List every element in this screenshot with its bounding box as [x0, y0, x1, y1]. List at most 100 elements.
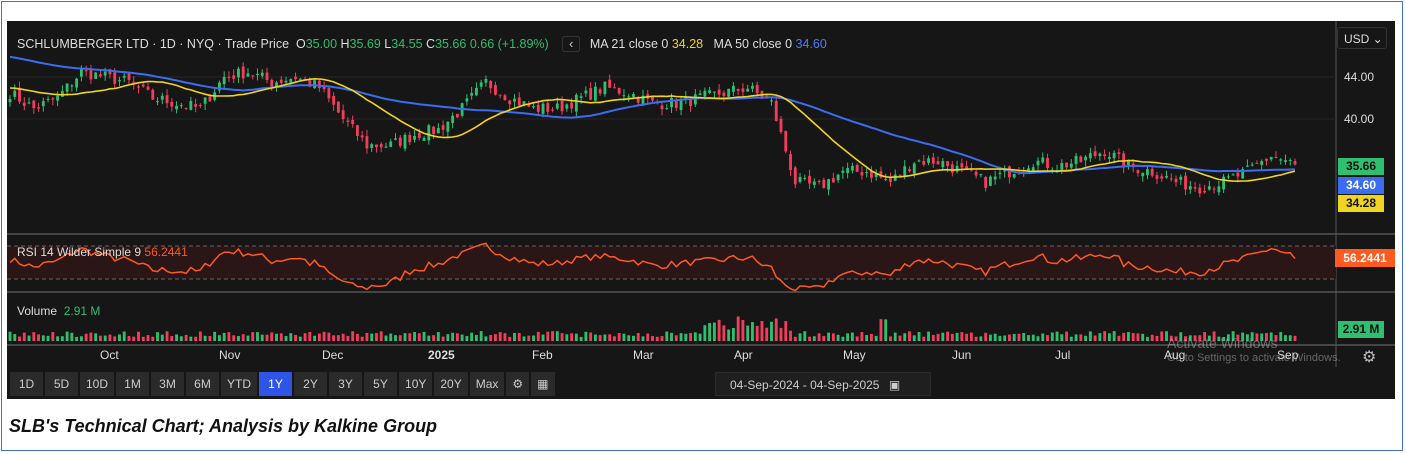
- volume-bar: [922, 336, 926, 341]
- candle-up: [1088, 153, 1092, 159]
- candle-down: [494, 85, 497, 95]
- range-button-6m[interactable]: 6M: [186, 372, 220, 396]
- volume-bar: [603, 334, 607, 341]
- candle-up: [1069, 163, 1073, 168]
- volume-bar: [1250, 332, 1254, 341]
- chart-settings-icon[interactable]: ⚙: [506, 372, 530, 396]
- range-button-2y[interactable]: 2Y: [294, 372, 328, 396]
- volume-bar: [356, 333, 359, 341]
- calendar-icon: ▣: [888, 378, 901, 392]
- volume-bar: [1003, 335, 1007, 341]
- volume-bar: [22, 332, 26, 341]
- candle-down: [1155, 175, 1159, 179]
- range-button-5y[interactable]: 5Y: [364, 372, 398, 396]
- volume-bar: [798, 333, 802, 341]
- watermark-text: Go to Settings to activate Windows.: [1167, 352, 1341, 364]
- volume-bar: [341, 333, 345, 341]
- candle-up: [846, 168, 850, 174]
- volume-bar: [617, 333, 621, 341]
- range-button-1m[interactable]: 1M: [116, 372, 150, 396]
- volume-bar: [99, 335, 102, 341]
- volume-bar: [203, 335, 207, 341]
- volume-bar: [746, 325, 750, 341]
- range-button-10d[interactable]: 10D: [80, 372, 115, 396]
- candle-down: [108, 69, 112, 75]
- candle-down: [194, 104, 198, 107]
- candle-up: [94, 72, 98, 79]
- candle-up: [175, 105, 178, 110]
- volume-bar: [179, 336, 183, 341]
- volume-bar: [279, 333, 283, 341]
- candle-down: [408, 134, 412, 143]
- volume-bar: [579, 336, 583, 341]
- volume-bar: [89, 332, 93, 341]
- candle-up: [1241, 169, 1245, 179]
- candle-up: [1041, 157, 1045, 163]
- volume-bar: [56, 336, 60, 341]
- candle-down: [341, 110, 345, 119]
- volume-bar: [79, 336, 83, 341]
- volume-bar: [451, 332, 455, 341]
- candle-up: [446, 121, 450, 132]
- volume-bar: [988, 334, 992, 341]
- volume-bar: [822, 335, 826, 341]
- volume-bar: [993, 333, 997, 341]
- candle-up: [703, 90, 707, 97]
- volume-bar: [375, 333, 378, 341]
- currency-select[interactable]: USD ⌄: [1337, 27, 1387, 49]
- volume-bar: [836, 334, 840, 341]
- candle-down: [855, 164, 859, 172]
- range-button-3m[interactable]: 3M: [151, 372, 185, 396]
- range-button-ytd[interactable]: YTD: [221, 372, 258, 396]
- range-button-1y[interactable]: 1Y: [259, 372, 293, 396]
- candle-up: [156, 101, 159, 103]
- candle-down: [308, 80, 312, 87]
- range-button-20y[interactable]: 20Y: [434, 372, 468, 396]
- volume-bar: [141, 336, 145, 341]
- candle-up: [917, 160, 921, 162]
- range-button-5d[interactable]: 5D: [45, 372, 78, 396]
- candle-down: [1203, 190, 1206, 193]
- export-icon[interactable]: ▦: [531, 372, 555, 396]
- candle-up: [79, 69, 83, 77]
- candle-down: [208, 96, 212, 102]
- volume-bar: [379, 331, 383, 341]
- chart-canvas[interactable]: [7, 21, 1395, 399]
- volume-bar: [137, 331, 140, 341]
- range-button-max[interactable]: Max: [469, 372, 505, 396]
- candle-down: [974, 171, 978, 176]
- candle-down: [784, 131, 788, 152]
- candle-down: [198, 105, 202, 107]
- volume-bar: [32, 332, 36, 341]
- watermark-title: Activate Windows: [1167, 335, 1278, 351]
- candle-down: [151, 89, 155, 100]
- range-button-1d[interactable]: 1D: [10, 372, 43, 396]
- candle-up: [1084, 156, 1088, 161]
- candle-down: [184, 107, 188, 109]
- candle-up: [565, 104, 569, 109]
- date-range-picker[interactable]: 04-Sep-2024 - 04-Sep-2025 ▣: [715, 372, 931, 396]
- candle-down: [351, 119, 355, 124]
- volume-bar: [670, 332, 673, 341]
- candle-up: [622, 95, 626, 97]
- candle-down: [241, 66, 245, 79]
- range-button-10y[interactable]: 10Y: [399, 372, 433, 396]
- volume-bar: [1027, 335, 1030, 341]
- volume-bar: [1079, 334, 1083, 341]
- candle-down: [674, 100, 678, 108]
- x-tick-mar: Mar: [633, 348, 654, 362]
- collapse-legend-button[interactable]: ‹: [562, 36, 581, 52]
- candle-down: [227, 76, 231, 78]
- volume-bar: [1088, 331, 1092, 341]
- settings-icon[interactable]: ⚙: [1362, 349, 1377, 366]
- candle-up: [465, 98, 469, 102]
- candle-down: [270, 79, 274, 87]
- volume-bar: [1060, 334, 1064, 341]
- candle-up: [865, 172, 869, 174]
- candle-up: [298, 78, 302, 80]
- candle-down: [936, 161, 940, 165]
- candle-down: [651, 95, 654, 101]
- volume-bar: [198, 331, 202, 341]
- volume-bar: [51, 332, 55, 341]
- range-button-3y[interactable]: 3Y: [329, 372, 363, 396]
